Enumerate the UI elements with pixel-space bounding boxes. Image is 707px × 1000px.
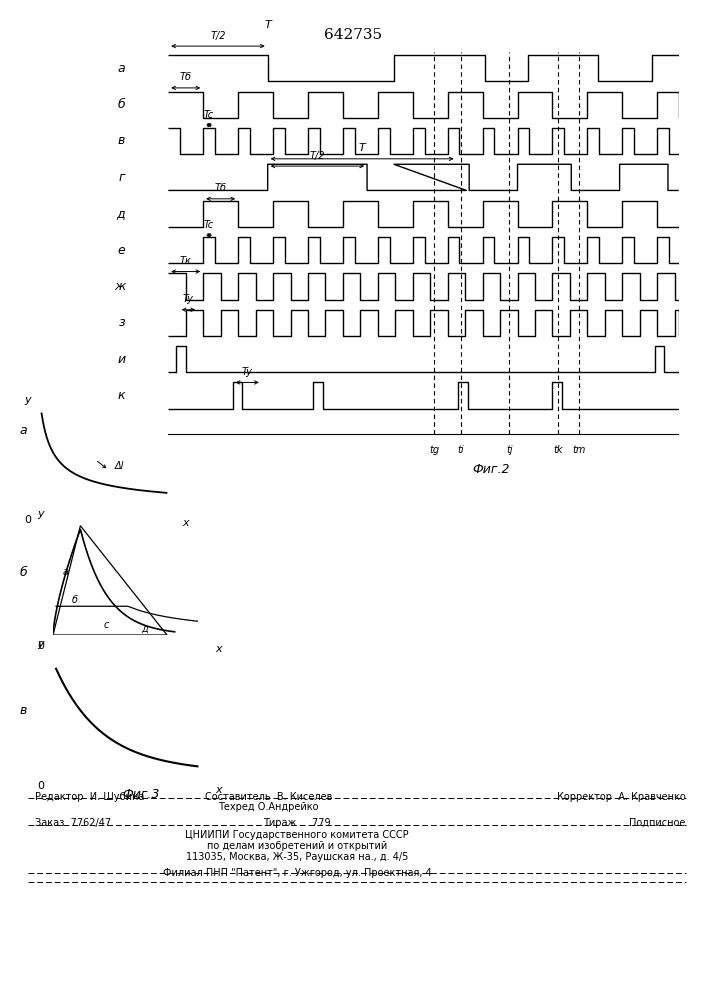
Text: Тираж     779: Тираж 779 [263, 818, 331, 828]
Text: и: и [117, 353, 125, 366]
Text: к: к [118, 389, 125, 402]
Text: Составитель  В. Киселев: Составитель В. Киселев [205, 792, 332, 802]
Text: Редактор  И. Шубина: Редактор И. Шубина [35, 792, 145, 802]
Text: Δl: Δl [114, 461, 124, 471]
Text: ЦНИИПИ Государственного комитета СССР: ЦНИИПИ Государственного комитета СССР [185, 830, 409, 840]
Text: T: T [264, 20, 271, 30]
Text: Фиг.3: Фиг.3 [122, 788, 160, 801]
Text: з: з [119, 316, 125, 329]
Text: по делам изобретений и открытий: по делам изобретений и открытий [207, 841, 387, 851]
Text: Корректор  А. Кравченко: Корректор А. Кравченко [557, 792, 686, 802]
Text: 0: 0 [24, 515, 31, 525]
Text: в: в [20, 704, 27, 716]
Text: T: T [358, 143, 366, 153]
Text: 113035, Москва, Ж-35, Раушская на., д. 4/5: 113035, Москва, Ж-35, Раушская на., д. 4… [186, 852, 408, 862]
Text: tg: tg [429, 445, 439, 455]
Text: е: е [117, 244, 125, 257]
Text: Подписное: Подписное [629, 818, 686, 828]
Text: x: x [216, 644, 222, 654]
Text: в: в [118, 134, 125, 147]
Text: 0: 0 [37, 781, 44, 791]
Text: Техред О.Андрейко: Техред О.Андрейко [218, 802, 319, 812]
Text: y: y [37, 509, 44, 519]
Text: Филиал ПНП "Патент", г. Ужгород, ул. Проектная, 4: Филиал ПНП "Патент", г. Ужгород, ул. Про… [163, 868, 431, 878]
Text: c: c [103, 620, 109, 630]
Text: 0: 0 [37, 641, 44, 651]
Text: Tc: Tc [204, 220, 214, 230]
Text: 642735: 642735 [325, 28, 382, 42]
Text: д: д [141, 624, 148, 634]
Text: tj: tj [506, 445, 513, 455]
Text: а: а [117, 62, 125, 75]
Text: tk: tk [553, 445, 563, 455]
Text: Tc: Tc [204, 110, 214, 120]
Text: ti: ti [458, 445, 464, 455]
Text: y: y [37, 639, 44, 649]
Text: Tб: Tб [215, 183, 227, 193]
Text: T/2: T/2 [210, 31, 226, 41]
Text: б: б [20, 566, 28, 580]
Text: x: x [182, 518, 189, 528]
Text: б: б [117, 98, 125, 111]
Text: T/2: T/2 [310, 151, 325, 161]
Text: Заказ  7762/47: Заказ 7762/47 [35, 818, 112, 828]
Text: Tк: Tк [180, 256, 192, 266]
Text: x: x [216, 785, 222, 795]
Text: Фиг.2: Фиг.2 [472, 463, 510, 476]
Text: ж: ж [114, 280, 125, 293]
Text: Tб: Tб [180, 72, 192, 82]
Text: Ty: Ty [242, 367, 252, 377]
Text: г: г [119, 171, 125, 184]
Text: y: y [24, 395, 31, 405]
Text: tm: tm [573, 445, 586, 455]
Text: Ty: Ty [183, 294, 194, 304]
Text: д: д [117, 207, 125, 220]
Text: а: а [20, 424, 28, 436]
Text: а: а [62, 567, 68, 577]
Text: б: б [71, 595, 77, 605]
